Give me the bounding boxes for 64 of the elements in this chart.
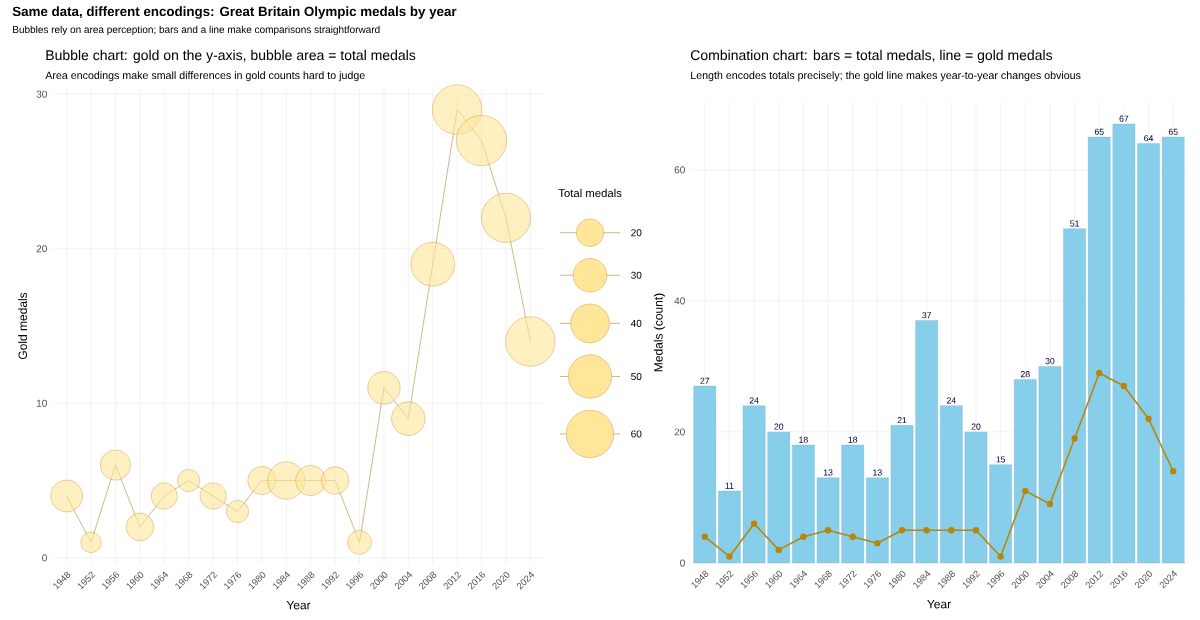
data-label: 18	[799, 436, 808, 443]
point	[824, 527, 832, 534]
legend-label: 50	[631, 372, 642, 381]
legend-label: 20	[631, 229, 642, 237]
legend-title: Total medals	[558, 188, 622, 198]
x-axis-title: Year	[927, 599, 951, 609]
legend-label: 60	[631, 430, 642, 438]
point	[800, 533, 807, 540]
chart-subtitle: Length encodes totals precisely; the gold line makes year-to-year changes obvious	[691, 71, 1081, 82]
y-tick-label: 0	[42, 554, 47, 562]
x-axis-title: Year	[286, 600, 311, 610]
chart-title: Bubble chart: gold on the y-axis, bubble area = total medals	[46, 49, 416, 63]
point	[1096, 369, 1103, 377]
chart-subtitle: Area encodings make small differences in gold counts hard to judge	[45, 71, 365, 82]
chart-title: Combination chart: bars = total medals, line = gold medals	[690, 49, 1053, 63]
point	[750, 520, 758, 527]
point	[1022, 487, 1029, 495]
point	[997, 553, 1004, 560]
y-axis-title: Gold medals	[18, 292, 28, 360]
y-tick-label: 20	[674, 428, 685, 436]
data-label: 28	[1020, 371, 1030, 378]
point	[1046, 500, 1054, 508]
data-label: 51	[1070, 220, 1079, 227]
data-label: 15	[996, 456, 1006, 463]
y-tick-label: 0	[680, 559, 685, 567]
data-label: 27	[700, 377, 710, 384]
data-label: 11	[725, 482, 734, 489]
point	[1120, 382, 1128, 390]
point	[1145, 415, 1152, 423]
data-label: 20	[774, 423, 784, 430]
point	[775, 546, 782, 554]
data-label: 65	[1094, 128, 1104, 135]
text: Same data, different encodings: Great Britain Olympic medals by year	[12, 6, 457, 19]
data-label: 30	[1045, 358, 1055, 365]
data-label: 67	[1119, 115, 1129, 122]
legend-label: 30	[631, 271, 642, 279]
data-label: 24	[749, 397, 759, 404]
data-label: 24	[946, 397, 956, 404]
text: Bubbles rely on area perception; bars and a line make comparisons straightforward	[13, 25, 380, 36]
data-label: 20	[971, 423, 981, 430]
point	[948, 527, 955, 534]
y-tick-label: 30	[36, 90, 47, 98]
data-label: 21	[897, 417, 907, 424]
data-label: 64	[1144, 135, 1154, 142]
y-tick-label: 40	[674, 297, 685, 305]
data-label: 13	[823, 469, 833, 476]
data-label: 37	[922, 312, 932, 319]
y-axis-title: Medals (count)	[653, 293, 666, 372]
data-label: 18	[848, 436, 858, 443]
y-tick-label: 60	[674, 166, 685, 174]
point	[849, 533, 856, 540]
point	[972, 527, 980, 534]
point	[898, 527, 906, 534]
point	[1071, 435, 1078, 442]
y-tick-label: 10	[36, 399, 47, 407]
point	[923, 527, 930, 534]
data-label: 65	[1168, 128, 1178, 135]
point	[701, 533, 708, 540]
y-tick-label: 20	[36, 245, 47, 253]
point	[874, 540, 881, 547]
data-label: 13	[873, 469, 882, 476]
point	[1170, 468, 1177, 475]
point	[726, 553, 733, 560]
legend-label: 40	[630, 319, 642, 327]
